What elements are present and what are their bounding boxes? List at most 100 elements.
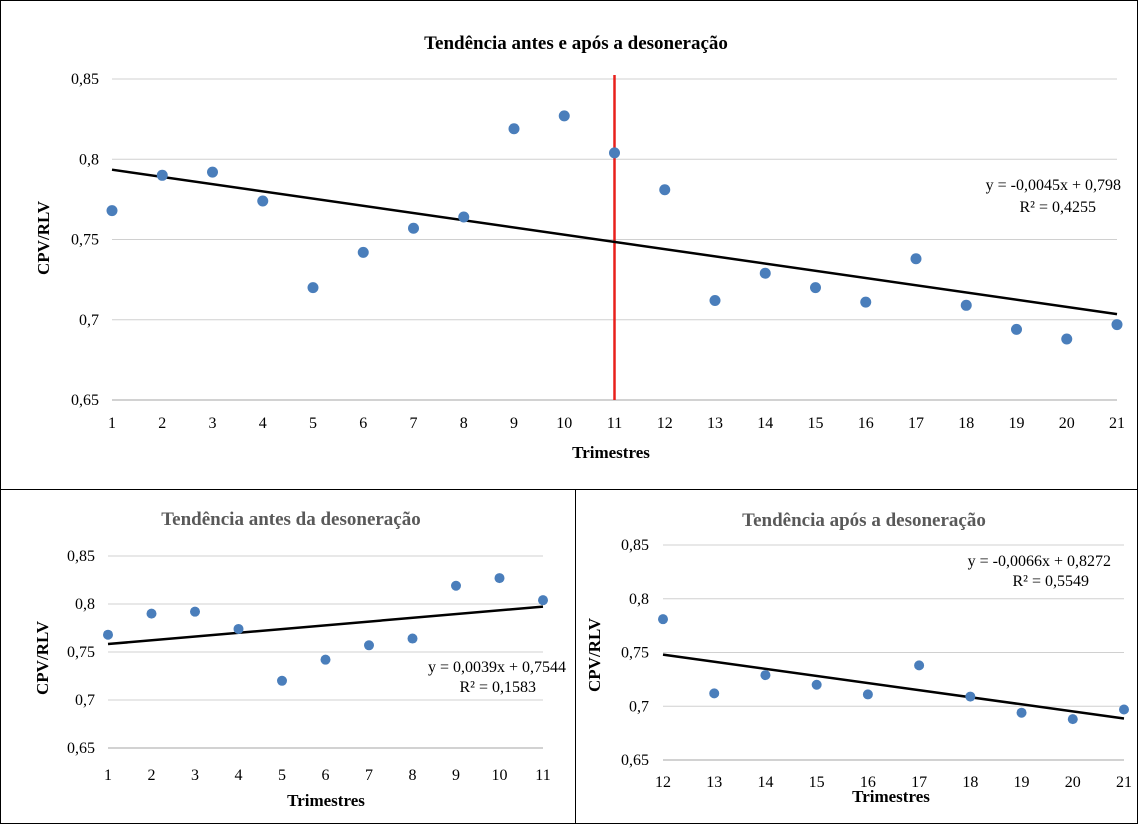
x-tick-label: 19 xyxy=(1014,774,1030,791)
data-point xyxy=(609,147,620,159)
data-point xyxy=(233,623,244,634)
x-tick-label: 7 xyxy=(410,415,418,432)
data-point xyxy=(364,640,374,651)
x-tick-label: 9 xyxy=(452,767,460,784)
data-point xyxy=(106,205,118,217)
data-point xyxy=(277,675,287,686)
x-tick-label: 7 xyxy=(365,767,373,784)
data-point xyxy=(508,123,520,135)
x-tick-label: 2 xyxy=(158,415,166,432)
x-tick-label: 17 xyxy=(908,415,924,432)
x-axis-label: Trimestres xyxy=(287,791,365,810)
chart-panel-before: Tendência antes da desoneração Trimestre… xyxy=(0,489,576,824)
chart-before-after: Tendência antes e após a desoneração Tri… xyxy=(34,33,1125,462)
y-axis-label: CPV/RLV xyxy=(34,200,53,275)
trendline xyxy=(662,653,1125,720)
y-tick-label: 0,65 xyxy=(621,752,649,769)
data-point xyxy=(494,573,505,584)
data-point xyxy=(156,169,168,181)
x-tick-label: 1 xyxy=(108,415,116,432)
x-tick-label: 4 xyxy=(259,415,267,432)
data-point xyxy=(709,688,720,699)
x-tick-label: 3 xyxy=(209,415,217,432)
data-point xyxy=(407,633,418,644)
data-point xyxy=(860,296,872,308)
chart-panel-before-after: Tendência antes e após a desoneração Tri… xyxy=(0,0,1138,490)
trend-r-squared: R² = 0,5549 xyxy=(1013,573,1090,590)
x-tick-label: 5 xyxy=(278,767,286,784)
x-tick-label: 11 xyxy=(607,415,622,432)
x-tick-label: 17 xyxy=(911,774,927,791)
x-tick-label: 16 xyxy=(858,415,874,432)
x-tick-label: 1 xyxy=(104,767,112,784)
x-tick-label: 15 xyxy=(809,774,825,791)
y-tick-label: 0,85 xyxy=(67,548,95,565)
data-point xyxy=(659,184,671,196)
chart-after: Tendência após a desoneração Trimestres … xyxy=(585,510,1132,806)
data-point xyxy=(146,608,157,619)
data-point xyxy=(910,253,922,265)
data-point xyxy=(207,166,218,178)
x-axis-label: Trimestres xyxy=(852,787,930,806)
data-point xyxy=(914,660,925,671)
data-point xyxy=(709,294,721,306)
x-tick-label: 8 xyxy=(409,767,417,784)
data-point xyxy=(1067,714,1078,725)
data-point xyxy=(658,614,668,625)
chart-panel-after: Tendência após a desoneração Trimestres … xyxy=(575,489,1138,824)
data-point xyxy=(103,629,113,640)
trend-r-squared: R² = 0,1583 xyxy=(460,679,537,696)
trend-equation: y = -0,0045x + 0,798 xyxy=(986,177,1121,194)
data-point xyxy=(759,267,771,279)
data-point xyxy=(1061,333,1073,345)
x-tick-label: 13 xyxy=(707,415,723,432)
x-tick-label: 14 xyxy=(757,415,773,432)
trendline xyxy=(111,168,1118,316)
y-tick-label: 0,75 xyxy=(621,645,649,662)
x-tick-label: 18 xyxy=(962,774,978,791)
data-point xyxy=(257,195,269,207)
chart-title: Tendência antes e após a desoneração xyxy=(424,33,728,54)
chart-title: Tendência antes da desoneração xyxy=(161,509,421,530)
data-point xyxy=(190,606,200,617)
chart-before: Tendência antes da desoneração Trimestre… xyxy=(33,509,566,810)
y-tick-label: 0,85 xyxy=(621,537,649,554)
x-tick-label: 12 xyxy=(655,774,671,791)
x-tick-label: 16 xyxy=(860,774,876,791)
data-point xyxy=(538,595,548,606)
y-tick-label: 0,75 xyxy=(71,232,99,249)
trend-r-squared: R² = 0,4255 xyxy=(1020,199,1097,216)
data-point xyxy=(760,670,771,681)
data-point xyxy=(458,211,470,223)
y-tick-label: 0,65 xyxy=(71,392,99,409)
y-tick-label: 0,8 xyxy=(75,596,95,613)
x-tick-label: 2 xyxy=(148,767,156,784)
data-point xyxy=(965,691,976,702)
x-tick-label: 20 xyxy=(1065,774,1081,791)
x-tick-label: 4 xyxy=(235,767,243,784)
data-point xyxy=(307,282,319,294)
x-tick-label: 6 xyxy=(322,767,330,784)
y-tick-label: 0,7 xyxy=(75,692,95,709)
y-tick-label: 0,8 xyxy=(629,591,649,608)
x-tick-label: 21 xyxy=(1116,774,1132,791)
data-point xyxy=(811,679,822,690)
x-tick-label: 5 xyxy=(309,415,317,432)
trendline xyxy=(107,605,544,646)
data-point xyxy=(451,580,461,591)
y-tick-label: 0,85 xyxy=(71,71,99,88)
x-tick-label: 19 xyxy=(1009,415,1025,432)
data-point xyxy=(1111,319,1123,331)
data-point xyxy=(810,282,821,294)
x-tick-label: 10 xyxy=(556,415,572,432)
x-tick-label: 3 xyxy=(191,767,199,784)
data-point xyxy=(320,654,331,665)
x-tick-label: 6 xyxy=(359,415,367,432)
x-tick-label: 20 xyxy=(1059,415,1075,432)
x-tick-label: 14 xyxy=(757,774,773,791)
x-tick-label: 15 xyxy=(808,415,824,432)
y-tick-label: 0,8 xyxy=(79,151,99,168)
x-tick-label: 21 xyxy=(1109,415,1125,432)
x-tick-label: 13 xyxy=(706,774,722,791)
y-tick-label: 0,7 xyxy=(629,698,649,715)
